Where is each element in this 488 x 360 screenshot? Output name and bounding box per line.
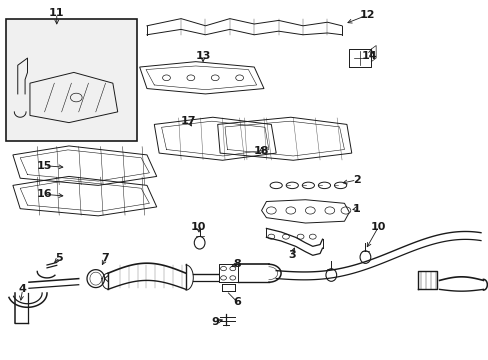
Text: 3: 3 (287, 250, 295, 260)
Text: 1: 1 (352, 204, 360, 214)
Text: 12: 12 (359, 10, 374, 20)
Text: 13: 13 (195, 51, 210, 61)
Text: 4: 4 (19, 284, 26, 294)
Text: 15: 15 (37, 161, 52, 171)
Bar (5, 19, 137, 140)
Text: 16: 16 (37, 189, 52, 199)
Text: 17: 17 (180, 116, 196, 126)
Text: 2: 2 (352, 175, 360, 185)
Text: 18: 18 (253, 146, 269, 156)
Text: 10: 10 (190, 222, 205, 231)
Text: 10: 10 (370, 222, 386, 231)
Text: 14: 14 (361, 51, 377, 61)
Text: 9: 9 (211, 317, 219, 327)
Text: 11: 11 (49, 8, 64, 18)
Text: 8: 8 (233, 259, 241, 269)
Text: 7: 7 (102, 253, 109, 263)
Text: 5: 5 (55, 253, 63, 263)
Text: 6: 6 (233, 297, 241, 307)
